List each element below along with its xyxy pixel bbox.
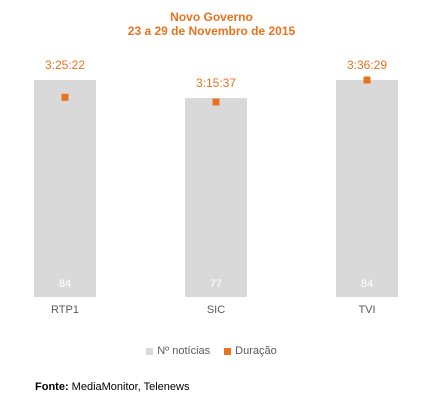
legend-label-count: Nº notícias [157, 345, 211, 357]
legend-item-duration: Duração [224, 345, 277, 357]
plot-area: 84 3:25:22 RTP1 77 3:15:37 SIC 84 3:36:29 TVI [34, 58, 398, 316]
legend-swatch-duration [224, 347, 232, 355]
marker-tvi [363, 76, 371, 84]
x-tick-tvi: TVI [358, 304, 375, 316]
bar-tvi [336, 80, 398, 297]
legend-swatch-count [146, 347, 154, 355]
source-note: Fonte: MediaMonitor, Telenews [35, 381, 189, 393]
marker-label-tvi: 3:36:29 [347, 58, 387, 72]
legend: Nº notícias Duração [0, 345, 423, 357]
bar-label-sic: 77 [210, 278, 222, 290]
chart-title: Novo Governo [170, 10, 253, 24]
bar-rtp1 [34, 80, 96, 297]
chart-subtitle: 23 a 29 de Novembro de 2015 [127, 24, 296, 38]
bar-sic [185, 98, 247, 297]
source-label: Fonte: [35, 381, 69, 393]
marker-sic [212, 98, 220, 106]
marker-rtp1 [61, 93, 69, 101]
source-text: MediaMonitor, Telenews [71, 381, 190, 393]
legend-item-count: Nº notícias [146, 345, 210, 357]
bar-label-tvi: 84 [361, 278, 373, 290]
x-tick-sic: SIC [207, 304, 225, 316]
legend-label-duration: Duração [235, 345, 277, 357]
x-tick-rtp1: RTP1 [51, 304, 79, 316]
marker-label-sic: 3:15:37 [196, 76, 236, 90]
bar-label-rtp1: 84 [59, 278, 71, 290]
marker-label-rtp1: 3:25:22 [45, 58, 85, 72]
